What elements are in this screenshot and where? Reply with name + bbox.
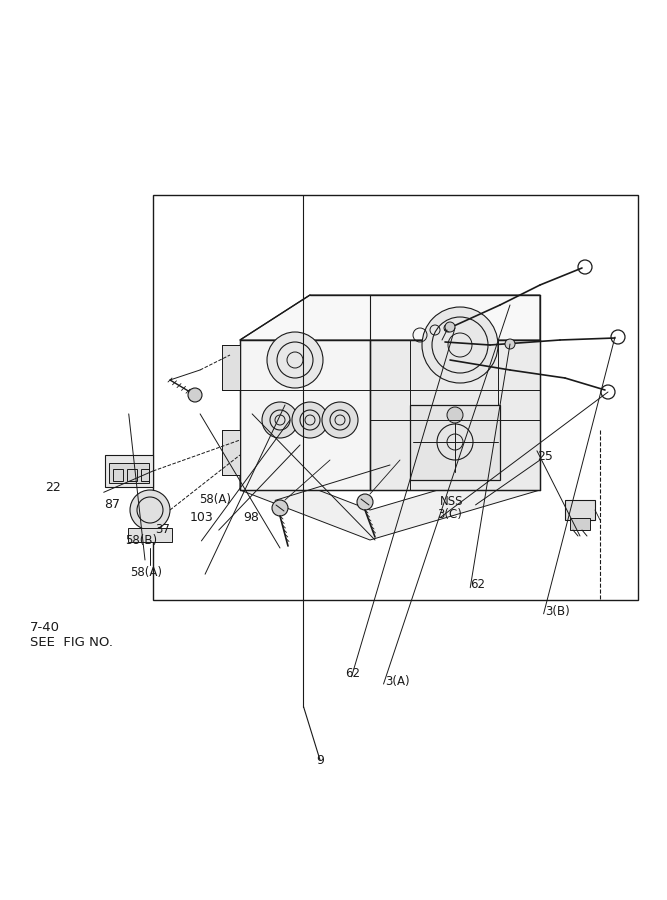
Circle shape <box>445 322 455 332</box>
Polygon shape <box>240 460 540 540</box>
Text: 3(B): 3(B) <box>545 606 570 618</box>
Bar <box>109 463 149 483</box>
Text: 62: 62 <box>346 667 360 680</box>
Polygon shape <box>370 340 540 490</box>
Bar <box>141 469 149 481</box>
Circle shape <box>292 402 328 438</box>
Text: 25: 25 <box>537 450 553 463</box>
Text: NSS: NSS <box>440 495 463 508</box>
Bar <box>565 500 595 520</box>
Circle shape <box>262 402 298 438</box>
Polygon shape <box>240 340 370 490</box>
Text: 22: 22 <box>45 482 61 494</box>
Text: 62: 62 <box>470 579 485 591</box>
Circle shape <box>130 490 170 530</box>
Text: 7-40: 7-40 <box>30 621 60 634</box>
Bar <box>113 469 123 481</box>
Circle shape <box>322 402 358 438</box>
Bar <box>410 405 500 480</box>
Text: 103: 103 <box>190 511 214 524</box>
Text: 58(B): 58(B) <box>125 535 157 547</box>
Text: 37: 37 <box>155 523 169 536</box>
Circle shape <box>447 407 463 423</box>
Bar <box>222 345 240 390</box>
Bar <box>128 528 172 542</box>
Circle shape <box>188 388 202 402</box>
Text: SEE  FIG NO.: SEE FIG NO. <box>30 636 113 649</box>
Circle shape <box>272 500 288 516</box>
Text: 98: 98 <box>243 511 259 524</box>
Bar <box>222 430 240 475</box>
Bar <box>127 469 137 481</box>
Text: 3(A): 3(A) <box>386 675 410 688</box>
Circle shape <box>267 332 323 388</box>
Circle shape <box>505 339 515 349</box>
Bar <box>105 455 153 487</box>
Circle shape <box>357 494 373 510</box>
Bar <box>570 518 590 530</box>
Bar <box>153 195 638 600</box>
Text: 58(A): 58(A) <box>199 493 231 506</box>
Text: 9: 9 <box>316 754 324 767</box>
Text: 3(C): 3(C) <box>437 508 462 521</box>
Polygon shape <box>240 295 540 340</box>
Circle shape <box>422 307 498 383</box>
Text: 87: 87 <box>104 498 120 510</box>
Text: 58(A): 58(A) <box>130 566 162 579</box>
